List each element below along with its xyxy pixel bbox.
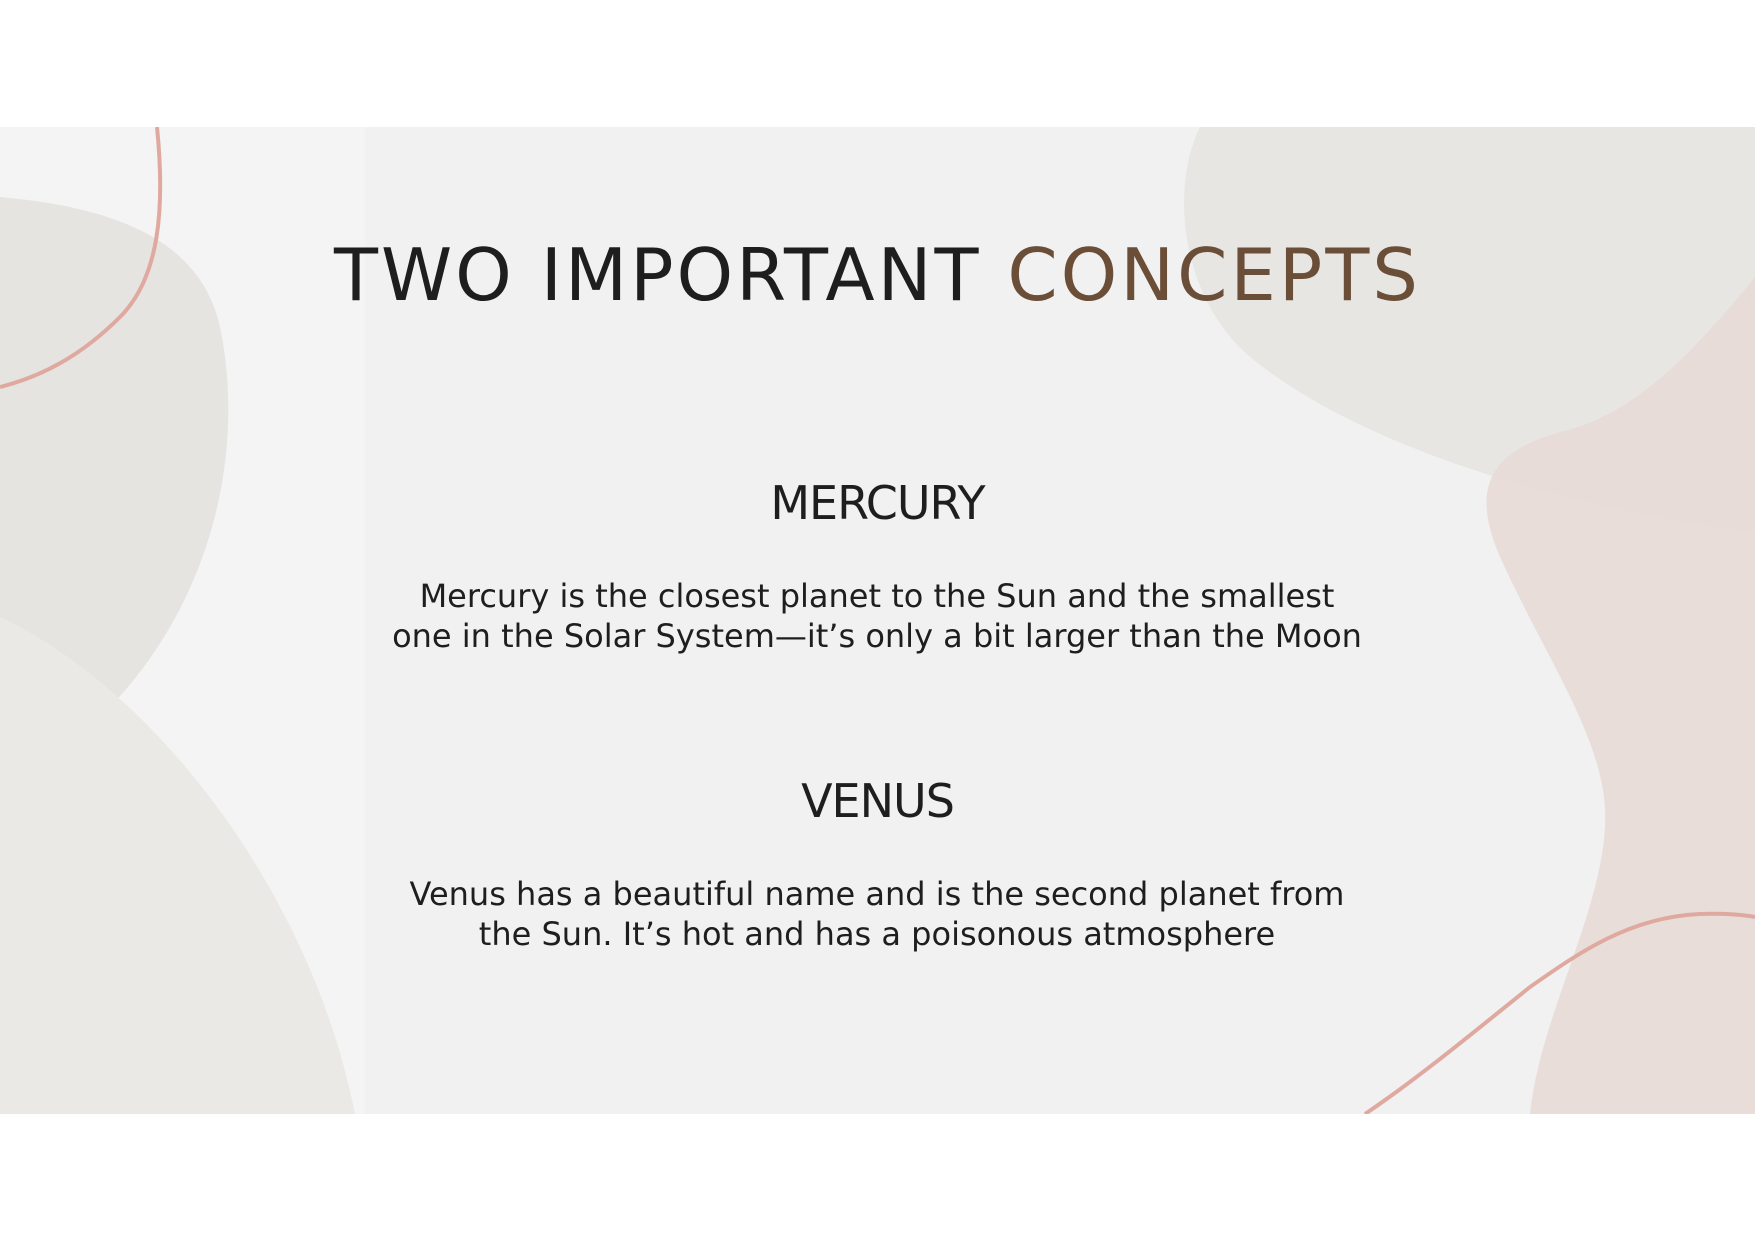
concept-text-venus: Venus has a beautiful name and is the se… [377,874,1377,954]
title-accent: CONCEPTS [1007,233,1421,317]
concept-text-line: Venus has a beautiful name and is the se… [409,875,1345,913]
concept-text-line: Mercury is the closest planet to the Sun… [419,577,1335,615]
concept-title-venus: VENUS [801,774,955,828]
background-decoration [0,127,1755,1114]
blob-right-pink [1486,277,1755,1114]
concept-title-mercury: MERCURY [770,476,985,530]
slide-title: TWO IMPORTANT CONCEPTS [0,233,1755,317]
curve-line-top-left [0,127,163,389]
title-main: TWO IMPORTANT [333,233,982,317]
blob-bottom-left [0,617,355,1114]
concept-text-mercury: Mercury is the closest planet to the Sun… [377,576,1377,656]
curve-line-bottom-right [1363,911,1755,1114]
slide: TWO IMPORTANT CONCEPTS MERCURY Mercury i… [0,127,1755,1114]
concept-text-line: one in the Solar System—it’s only a bit … [392,617,1362,655]
concept-text-line: the Sun. It’s hot and has a poisonous at… [478,915,1276,953]
blob-top-left [0,197,229,797]
